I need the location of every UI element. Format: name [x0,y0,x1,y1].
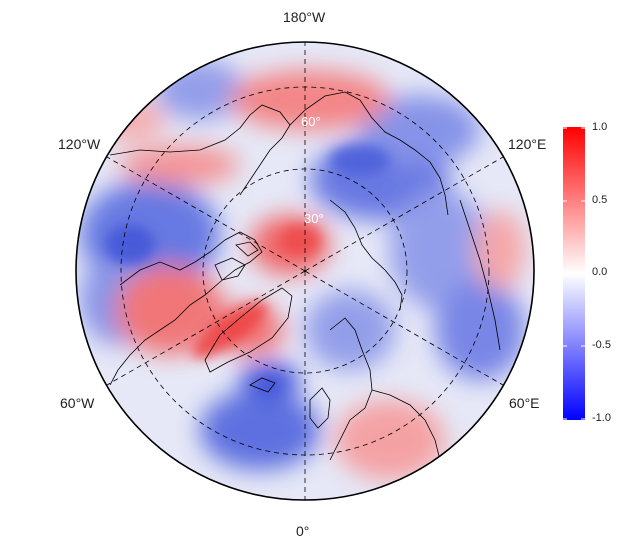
lon-label-60e: 60°E [509,395,540,411]
graticule [106,42,504,500]
colorbar-label-neg-1: -1.0 [592,412,611,424]
map-boundary [75,41,535,501]
lon-label-120e: 120°E [508,136,547,152]
colorbar-label-0: 0.0 [592,266,608,278]
colorbar-label-0-5: 0.5 [592,194,608,206]
lon-label-120w: 120°W [58,136,101,152]
lat-label-30: 30° [304,211,324,226]
colorbar-ticks [563,127,585,420]
colorbar-label-neg-0-5: -0.5 [592,339,611,351]
lon-label-180w: 180°W [283,9,326,25]
lat-label-60: 60° [301,114,321,129]
correlation-field [76,42,534,500]
lon-label-60w: 60°W [60,395,95,411]
coastlines [109,91,501,461]
colorbar-label-1: 1.0 [592,121,608,133]
colorbar [563,127,585,420]
lon-label-0: 0° [296,523,310,539]
